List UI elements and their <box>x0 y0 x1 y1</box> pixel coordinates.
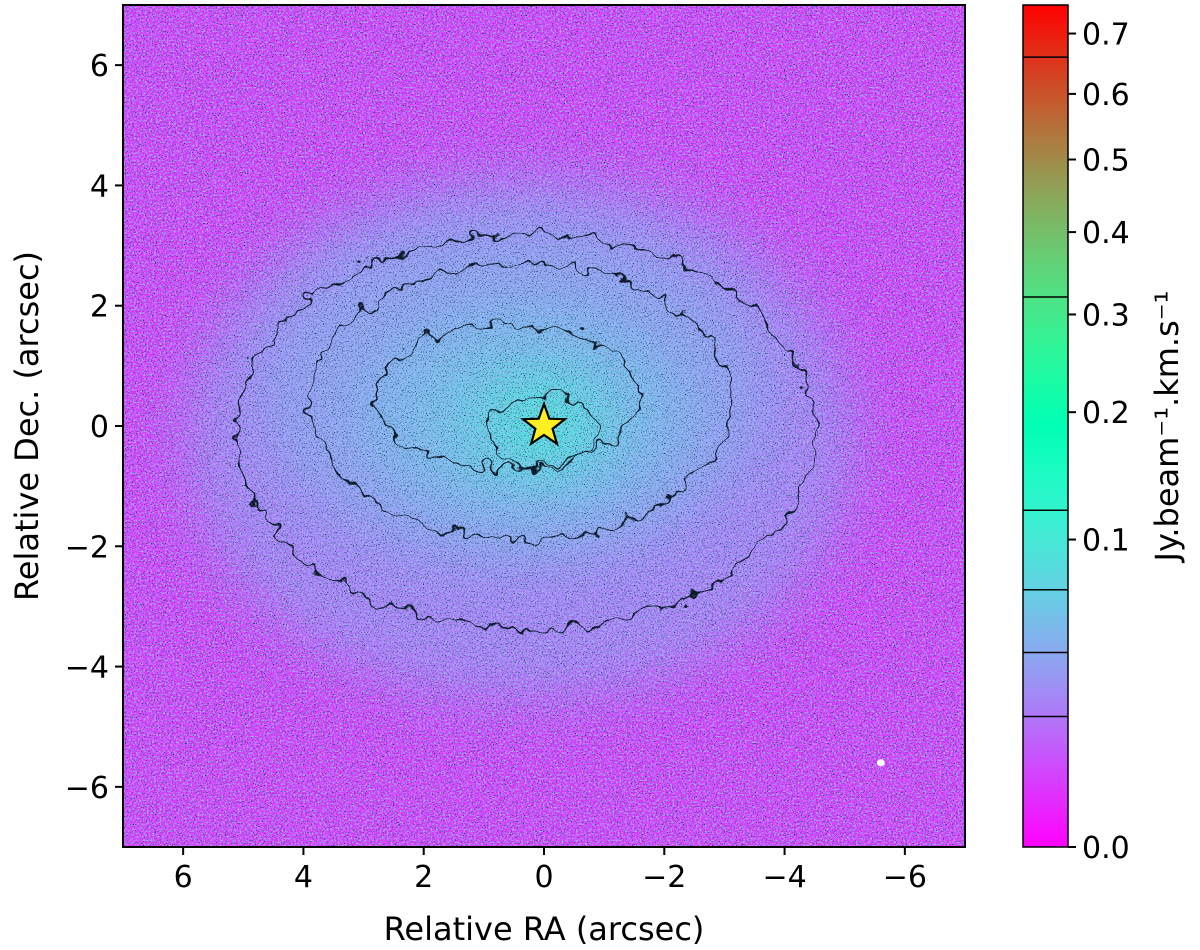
colorbar-tick-label: 0.5 <box>1082 144 1130 179</box>
markers <box>520 400 885 767</box>
contour-4 <box>489 395 599 469</box>
x-tick-label: 6 <box>174 860 193 895</box>
x-tick-label: 4 <box>294 860 313 895</box>
y-tick-label: −6 <box>65 771 109 806</box>
y-tick-label: 2 <box>90 290 109 325</box>
colorbar-frame <box>1022 4 1069 848</box>
y-tick-label: −2 <box>65 530 109 565</box>
colorbar: 0.0 0.1 0.2 0.3 0.4 0.5 0.6 0.7 Jy.beam⁻¹.km.s⁻… <box>1022 4 1186 866</box>
star-marker <box>520 400 568 447</box>
y-tick-label: 6 <box>90 49 109 84</box>
colorbar-label: Jy.beam⁻¹.km.s⁻¹ <box>1148 291 1186 564</box>
colorbar-tick-label: 0.1 <box>1082 524 1130 559</box>
colorbar-contour-levels <box>1023 56 1068 718</box>
colorbar-tick-label: 0.6 <box>1082 78 1130 113</box>
contour-lines <box>236 232 816 632</box>
x-tick-label: 2 <box>414 860 433 895</box>
colorbar-scale <box>1023 5 1068 847</box>
x-tick-label: −2 <box>642 860 686 895</box>
contour-2 <box>308 262 732 542</box>
contour-1 <box>236 232 816 632</box>
x-tick-label: 0 <box>534 860 553 895</box>
beam-marker <box>876 759 885 767</box>
x-tick-label: −4 <box>762 860 806 895</box>
x-axis-label: Relative RA (arcsec) <box>384 910 705 948</box>
y-axis-label: Relative Dec. (arcsec) <box>8 251 46 601</box>
x-tick-label: −6 <box>883 860 927 895</box>
y-axis: 6 4 2 0 −2 −4 −6 <box>65 49 123 806</box>
y-tick-label: −4 <box>65 651 109 686</box>
y-tick-label: 0 <box>90 410 109 445</box>
colorbar-tick-label: 0.7 <box>1082 18 1130 53</box>
colorbar-tick-label: 0.2 <box>1082 396 1130 431</box>
colorbar-tick-label: 0.4 <box>1082 216 1130 251</box>
colorbar-tick-label: 0.0 <box>1082 831 1130 866</box>
colorbar-tick-label: 0.3 <box>1082 298 1130 333</box>
contour-3 <box>374 322 642 469</box>
y-tick-label: 4 <box>90 169 109 204</box>
colorbar-ticks: 0.0 0.1 0.2 0.3 0.4 0.5 0.6 0.7 <box>1068 18 1130 866</box>
x-axis: 6 4 2 0 −2 −4 −6 <box>174 847 927 895</box>
